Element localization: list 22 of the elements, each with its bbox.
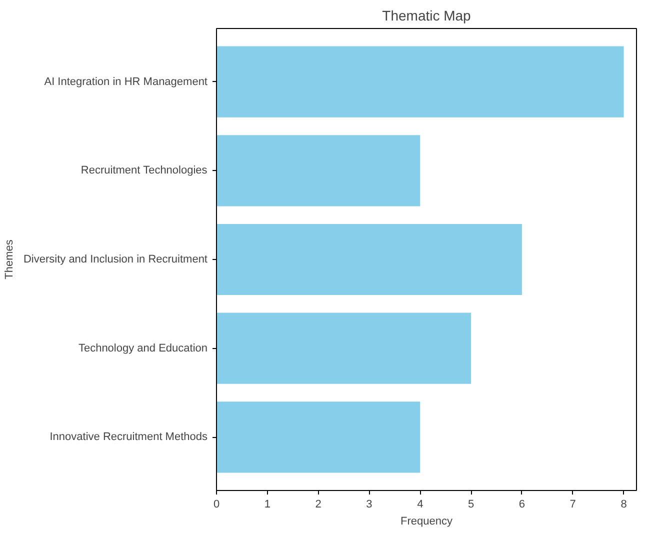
x-tick-label: 6 bbox=[518, 498, 526, 510]
y-tick-label: Diversity and Inclusion in Recruitment bbox=[23, 254, 208, 266]
bar bbox=[216, 135, 420, 206]
x-tick-label: 1 bbox=[264, 498, 270, 510]
bar bbox=[216, 224, 522, 296]
x-tick-label: 0 bbox=[213, 498, 220, 510]
x-tick-label: 2 bbox=[315, 498, 322, 510]
y-axis-title: Themes bbox=[3, 239, 16, 280]
x-tick-label: 4 bbox=[417, 498, 424, 510]
chart-title: Thematic Map bbox=[382, 8, 472, 24]
y-tick-label: Recruitment Technologies bbox=[80, 164, 208, 177]
x-tick-label: 7 bbox=[570, 498, 576, 510]
x-tick-label: 3 bbox=[366, 498, 372, 510]
y-tick-label: Innovative Recruitment Methods bbox=[50, 431, 208, 444]
bar bbox=[216, 402, 420, 473]
bar bbox=[216, 312, 472, 384]
bar bbox=[216, 46, 624, 118]
y-tick-label: AI Integration in HR Management bbox=[44, 76, 208, 88]
x-tick-label: 5 bbox=[468, 498, 474, 510]
y-tick-label: Technology and Education bbox=[78, 342, 208, 354]
x-tick-label: 8 bbox=[620, 498, 627, 510]
x-axis-title: Frequency bbox=[400, 516, 453, 528]
